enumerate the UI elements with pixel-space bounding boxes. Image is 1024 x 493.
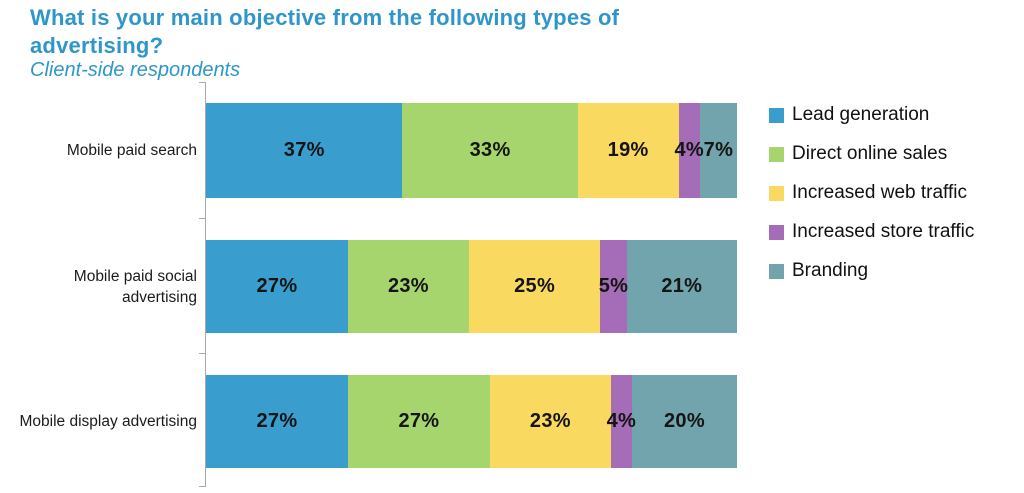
bar-segment: 20% xyxy=(631,375,738,468)
legend-label: Lead generation xyxy=(792,104,930,125)
axis-tick xyxy=(199,486,206,487)
category-label-line: Mobile paid search xyxy=(66,142,197,159)
bar-segment: 4% xyxy=(674,103,704,198)
value-label: 27% xyxy=(256,410,298,432)
bar-segment: 27% xyxy=(206,375,348,468)
bar-row: 27% 27% 23% 4% 20% xyxy=(206,375,738,468)
chart-subtitle: Client-side respondents xyxy=(30,59,241,81)
legend-swatch xyxy=(769,263,784,279)
bar-segment: 37% xyxy=(206,103,403,198)
bar-row: 27% 23% 25% 5% 21% xyxy=(206,240,737,333)
value-label: 23% xyxy=(529,410,571,432)
value-label: 5% xyxy=(598,275,629,297)
legend-label: Increased store traffic xyxy=(792,221,975,242)
legend-swatch xyxy=(769,107,784,123)
bar-segment: 5% xyxy=(598,240,629,333)
value-label: 7% xyxy=(703,139,734,161)
legend-label: Direct online sales xyxy=(792,143,948,164)
value-label: 33% xyxy=(469,139,511,161)
legend-swatch xyxy=(769,224,784,240)
bar-segment: 27% xyxy=(347,375,490,468)
legend-label: Branding xyxy=(792,260,869,281)
value-label: 25% xyxy=(514,275,556,297)
value-label: 21% xyxy=(661,275,703,297)
bar-segment: 23% xyxy=(489,375,611,468)
value-label: 4% xyxy=(606,410,637,432)
bar-segment: 19% xyxy=(577,103,679,198)
bar-segment: 7% xyxy=(699,103,737,198)
value-label: 20% xyxy=(663,410,705,432)
plot-area: 37% 33% 19% 4% 7% 27% 23% 25% 5% 21% 27% 27% 23% 4% 20… xyxy=(199,82,738,487)
value-label: 27% xyxy=(398,410,440,432)
category-label: Mobile paid social advertising xyxy=(0,240,197,333)
legend-swatch xyxy=(769,146,784,162)
category-label-line: Mobile paid social xyxy=(73,267,197,285)
bar-segment: 4% xyxy=(607,375,636,468)
value-label: 23% xyxy=(387,275,429,297)
bar-segment: 25% xyxy=(468,240,601,333)
legend-swatch xyxy=(769,185,784,201)
bar-segment: 27% xyxy=(206,240,348,333)
legend-label: Increased web traffic xyxy=(792,182,967,203)
value-label: 19% xyxy=(607,139,649,161)
bar-segment: 33% xyxy=(402,103,578,198)
value-label: 37% xyxy=(283,139,325,161)
value-label: 27% xyxy=(256,275,298,297)
axis-tick xyxy=(199,82,206,83)
legend-item: Lead generation xyxy=(769,103,974,127)
legend: Lead generation Direct online sales Increa… xyxy=(769,103,974,298)
bar-segment: 23% xyxy=(347,240,469,333)
bar-segment: 21% xyxy=(626,240,737,333)
legend-item: Direct online sales xyxy=(769,142,974,166)
chart-title: What is your main objective from the fol… xyxy=(30,5,620,58)
value-label: 4% xyxy=(674,139,704,161)
legend-item: Branding xyxy=(769,259,974,283)
legend-item: Increased store traffic xyxy=(769,220,974,244)
bar-row: 37% 33% 19% 4% 7% xyxy=(206,103,737,198)
axis-tick xyxy=(199,353,206,354)
category-label-line: Mobile display advertising xyxy=(19,413,197,430)
category-label: Mobile paid search xyxy=(0,103,197,198)
category-label-line: advertising xyxy=(122,288,197,306)
category-label: Mobile display advertising xyxy=(0,375,197,468)
axis-tick xyxy=(199,218,206,219)
legend-item: Increased web traffic xyxy=(769,181,974,205)
